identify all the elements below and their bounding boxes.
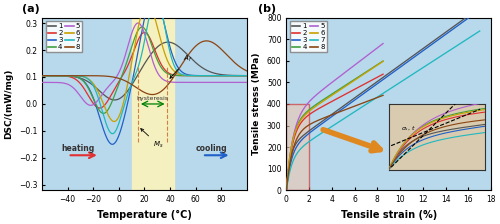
Text: (b): (b)	[258, 4, 276, 14]
Text: (a): (a)	[22, 4, 40, 14]
Bar	[132, 18, 174, 190]
Text: hysteresis: hysteresis	[136, 96, 168, 101]
Text: $A_f$: $A_f$	[170, 54, 192, 78]
Y-axis label: DSC/(mW/mg): DSC/(mW/mg)	[4, 69, 13, 139]
Text: heating: heating	[62, 144, 94, 153]
Y-axis label: Tensile stress (MPa): Tensile stress (MPa)	[252, 53, 262, 155]
X-axis label: Temperature (°C): Temperature (°C)	[97, 210, 192, 220]
Text: $M_s$: $M_s$	[141, 129, 164, 150]
Legend: 1, 2, 3, 4, 5, 6, 7, 8: 1, 2, 3, 4, 5, 6, 7, 8	[290, 21, 327, 52]
Bar	[286, 104, 309, 190]
Legend: 1, 2, 3, 4, 5, 6, 7, 8: 1, 2, 3, 4, 5, 6, 7, 8	[46, 21, 82, 52]
X-axis label: Tensile strain (%): Tensile strain (%)	[340, 210, 437, 220]
Text: cooling: cooling	[196, 144, 227, 153]
